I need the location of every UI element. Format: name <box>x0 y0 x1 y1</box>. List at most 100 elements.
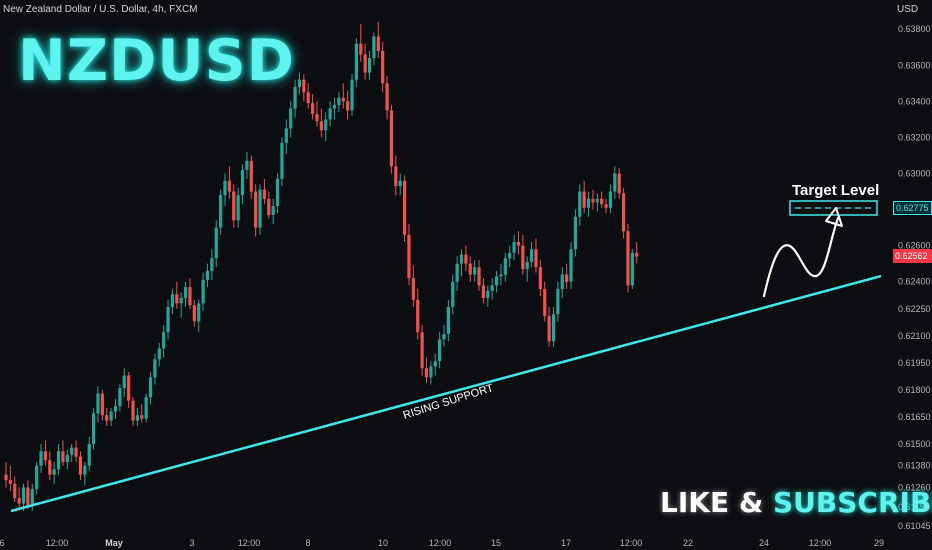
candle-body[interactable] <box>140 415 144 419</box>
candle-body[interactable] <box>429 366 433 378</box>
candle-body[interactable] <box>61 451 65 463</box>
candle-body[interactable] <box>573 216 577 250</box>
candle-body[interactable] <box>446 306 450 335</box>
candle-body[interactable] <box>48 460 52 475</box>
candle-body[interactable] <box>367 58 372 73</box>
candle-body[interactable] <box>52 469 56 475</box>
candle-body[interactable] <box>503 258 507 275</box>
candle-body[interactable] <box>385 83 389 111</box>
candle-body[interactable] <box>381 50 385 84</box>
candle-body[interactable] <box>17 498 21 504</box>
candle-body[interactable] <box>350 79 354 111</box>
candle-body[interactable] <box>416 299 420 333</box>
candle-body[interactable] <box>262 189 267 199</box>
candle-body[interactable] <box>26 487 30 506</box>
candle-body[interactable] <box>490 285 494 291</box>
candle-body[interactable] <box>595 198 599 203</box>
candle-body[interactable] <box>516 242 521 246</box>
candle-body[interactable] <box>547 315 551 342</box>
candle-body[interactable] <box>227 180 231 192</box>
candle-body[interactable] <box>376 36 380 51</box>
candle-body[interactable] <box>407 234 411 279</box>
candle-body[interactable] <box>148 377 153 398</box>
target-level-box[interactable] <box>789 200 878 216</box>
candle-body[interactable] <box>83 465 87 475</box>
candle-body[interactable] <box>157 348 161 360</box>
candle-body[interactable] <box>560 274 564 289</box>
candle-body[interactable] <box>613 173 617 192</box>
candle-body[interactable] <box>521 245 525 270</box>
candle-body[interactable] <box>78 456 83 475</box>
candle-body[interactable] <box>530 249 534 262</box>
candle-body[interactable] <box>192 305 196 322</box>
candle-body[interactable] <box>144 397 148 419</box>
candle-body[interactable] <box>302 79 306 93</box>
candle-body[interactable] <box>275 178 280 206</box>
candle-body[interactable] <box>162 332 166 349</box>
candle-body[interactable] <box>113 406 118 412</box>
candle-body[interactable] <box>565 274 569 282</box>
candle-body[interactable] <box>626 231 630 286</box>
candle-body[interactable] <box>569 249 573 282</box>
candle-body[interactable] <box>175 294 179 304</box>
candle-body[interactable] <box>586 198 591 208</box>
candle-body[interactable] <box>74 447 78 457</box>
candle-body[interactable] <box>359 43 363 55</box>
candle-body[interactable] <box>525 261 529 270</box>
candle-body[interactable] <box>179 297 183 304</box>
candle-body[interactable] <box>424 368 429 378</box>
candle-body[interactable] <box>13 483 17 499</box>
candle-body[interactable] <box>236 195 240 221</box>
candle-body[interactable] <box>538 267 542 289</box>
candle-body[interactable] <box>293 86 297 109</box>
candle-body[interactable] <box>578 191 582 217</box>
candle-body[interactable] <box>35 465 39 490</box>
candle-body[interactable] <box>183 287 188 298</box>
rising-support-line[interactable] <box>10 275 882 513</box>
candle-body[interactable] <box>604 204 608 208</box>
candle-body[interactable] <box>433 361 437 367</box>
candle-body[interactable] <box>464 254 468 264</box>
candle-body[interactable] <box>551 314 556 342</box>
candle-body[interactable] <box>459 254 464 264</box>
candle-body[interactable] <box>258 189 262 228</box>
candle-body[interactable] <box>271 205 275 215</box>
candle-body[interactable] <box>43 451 48 461</box>
candle-body[interactable] <box>214 227 218 259</box>
candle-body[interactable] <box>4 474 8 481</box>
candle-body[interactable] <box>617 173 621 194</box>
candle-body[interactable] <box>249 160 253 192</box>
candle-body[interactable] <box>346 101 350 111</box>
candle-body[interactable] <box>105 415 109 421</box>
candle-body[interactable] <box>486 290 490 298</box>
candle-body[interactable] <box>306 92 310 104</box>
candle-body[interactable] <box>122 375 126 389</box>
candle-body[interactable] <box>219 195 223 228</box>
candle-body[interactable] <box>394 166 398 187</box>
candle-body[interactable] <box>499 274 503 277</box>
candle-body[interactable] <box>297 79 302 87</box>
candle-body[interactable] <box>451 281 455 307</box>
candle-body[interactable] <box>311 103 315 114</box>
candle-body[interactable] <box>512 242 516 253</box>
candle-body[interactable] <box>254 191 258 228</box>
candle-body[interactable] <box>600 198 604 205</box>
candle-body[interactable] <box>402 180 407 235</box>
candle-body[interactable] <box>96 393 100 414</box>
candle-body[interactable] <box>131 400 135 421</box>
candle-body[interactable] <box>232 191 236 221</box>
candle-body[interactable] <box>477 267 481 286</box>
candle-body[interactable] <box>635 252 639 257</box>
candle-body[interactable] <box>92 413 96 445</box>
candle-body[interactable] <box>289 108 293 129</box>
candle-body[interactable] <box>468 263 472 275</box>
candle-body[interactable] <box>630 252 634 286</box>
candle-body[interactable] <box>65 454 69 463</box>
candle-body[interactable] <box>621 193 626 232</box>
candle-body[interactable] <box>328 108 332 120</box>
candle-body[interactable] <box>210 258 214 271</box>
candle-body[interactable] <box>188 287 192 306</box>
candle-body[interactable] <box>245 160 249 170</box>
candle-body[interactable] <box>420 332 424 369</box>
